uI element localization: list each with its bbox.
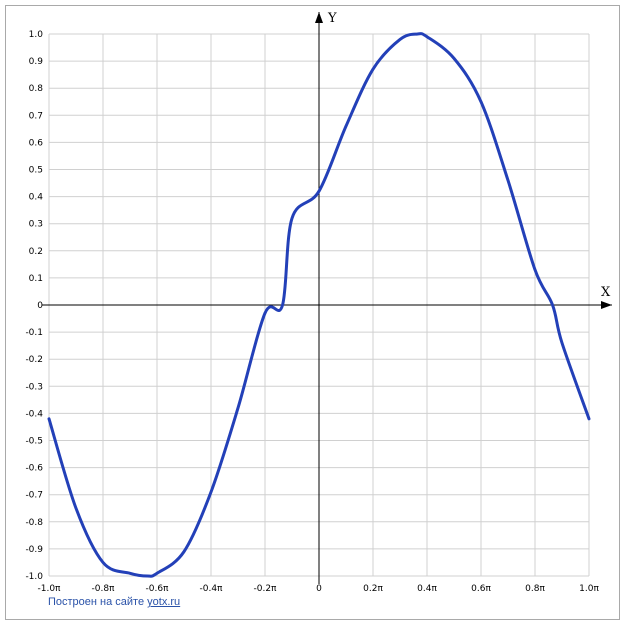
x-tick-label: -0.6π bbox=[146, 584, 170, 594]
x-tick-label: -0.4π bbox=[200, 584, 224, 594]
y-tick-label: -0.4 bbox=[25, 409, 43, 419]
y-tick-label: 0.1 bbox=[29, 274, 43, 284]
y-tick-label: 0.4 bbox=[29, 193, 44, 203]
y-tick-label: -1.0 bbox=[25, 572, 43, 582]
x-axis-arrow bbox=[601, 301, 612, 309]
y-tick-label: -0.2 bbox=[25, 355, 43, 365]
credit-text: Построен на сайте bbox=[48, 596, 145, 608]
x-tick-label: -0.2π bbox=[254, 584, 278, 594]
y-tick-label: 1.0 bbox=[29, 30, 44, 40]
y-tick-label: -0.3 bbox=[25, 382, 43, 392]
y-tick-label: -0.1 bbox=[25, 328, 43, 338]
y-tick-label: 0.5 bbox=[29, 166, 43, 176]
y-axis-arrow bbox=[315, 12, 323, 23]
credit-link[interactable]: yotx.ru bbox=[147, 596, 181, 608]
y-tick-label: 0 bbox=[37, 301, 43, 311]
x-tick-label: -0.8π bbox=[92, 584, 116, 594]
y-tick-label: -0.5 bbox=[25, 437, 43, 447]
y-tick-label: 0.2 bbox=[29, 247, 43, 257]
y-axis-label: Y bbox=[327, 11, 337, 26]
y-tick-label: 0.9 bbox=[29, 57, 44, 67]
y-tick-label: -0.6 bbox=[25, 464, 43, 474]
x-tick-label: 0.2π bbox=[363, 584, 383, 594]
x-axis-label: X bbox=[601, 285, 611, 300]
series-line bbox=[47, 32, 591, 578]
x-tick-label: 0.6π bbox=[471, 584, 491, 594]
y-tick-label: 0.6 bbox=[29, 138, 44, 148]
y-tick-label: 0.8 bbox=[29, 84, 44, 94]
y-tick-label: 0.3 bbox=[29, 220, 43, 230]
credit-line: Построен на сайте yotx.ru bbox=[48, 596, 180, 608]
x-tick-label: 0.4π bbox=[417, 584, 437, 594]
y-tick-label: -0.8 bbox=[25, 518, 43, 528]
x-tick-label: 0.8π bbox=[525, 584, 545, 594]
chart-frame bbox=[5, 5, 620, 620]
y-tick-label: -0.9 bbox=[25, 545, 43, 555]
y-tick-label: 0.7 bbox=[29, 111, 43, 121]
x-tick-label: -1.0π bbox=[38, 584, 62, 594]
x-tick-label: 0 bbox=[316, 584, 322, 594]
x-tick-label: 1.0π bbox=[579, 584, 599, 594]
y-tick-label: -0.7 bbox=[25, 491, 43, 501]
